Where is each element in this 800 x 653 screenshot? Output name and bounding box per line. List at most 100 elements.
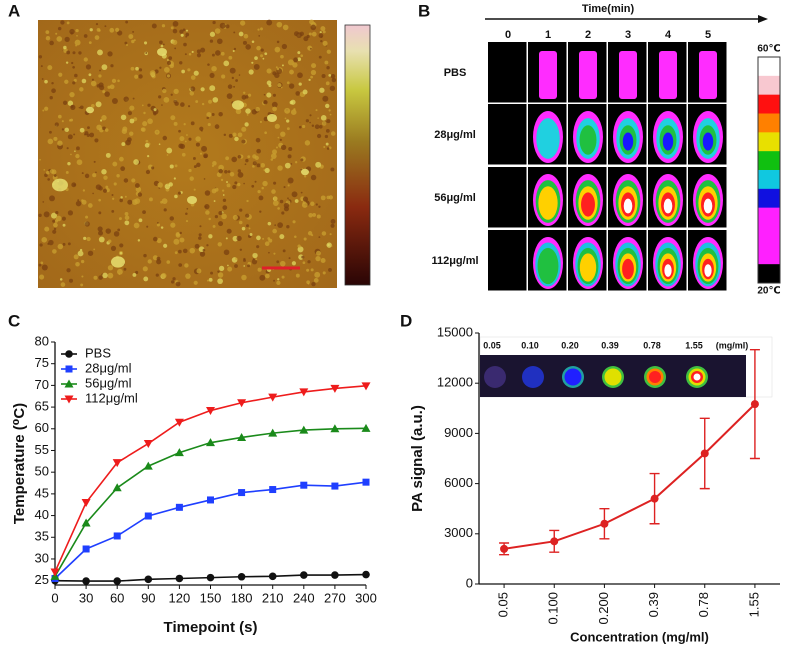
afm-grain [221,189,225,192]
afm-grain [233,47,237,51]
afm-grain [220,178,224,182]
afm-grain [104,91,110,97]
afm-grain [74,39,81,46]
afm-grain [44,173,48,178]
afm-grain [69,91,75,98]
marker [144,512,152,520]
afm-grain [298,125,302,129]
afm-particle [267,114,277,122]
afm-grain [128,34,134,40]
inset-label: (mg/ml) [716,340,749,350]
afm-grain [277,278,280,281]
afm-grain [189,247,196,254]
afm-grain [38,55,43,59]
afm-grain [142,210,146,215]
afm-particle [301,168,309,176]
afm-grain [267,221,272,226]
afm-grain [272,93,276,97]
afm-grain [51,88,56,94]
afm-grain [66,268,71,273]
afm-grain [241,94,247,100]
afm-grain [320,26,326,32]
afm-grain [88,41,92,45]
marker [81,518,91,527]
marker [331,571,339,579]
afm-grain [57,114,62,119]
afm-grain [205,210,210,215]
afm-grain [302,261,306,265]
afm-grain [209,31,216,37]
afm-grain [162,88,167,94]
afm-grain [274,123,280,129]
afm-grain [223,249,230,256]
y-tick-label: 6000 [444,475,473,490]
afm-grain [143,111,146,115]
afm-grain [331,77,337,83]
afm-grain [286,127,290,131]
afm-grain [160,272,167,279]
marker [113,577,121,585]
afm-grain [272,106,277,112]
afm-grain [185,212,188,215]
afm-grain [310,268,314,272]
afm-grain [277,136,280,139]
afm-grain [105,152,111,158]
x-tick-label: 180 [231,590,253,605]
afm-grain [190,86,196,92]
afm-grain [242,40,247,45]
afm-grain [163,208,167,212]
afm-grain [324,60,329,65]
afm-grain [208,99,213,104]
afm-grain [79,105,84,110]
afm-grain [223,133,227,137]
x-tick-label: 210 [262,590,284,605]
afm-grain [174,101,179,106]
afm-grain [234,264,238,268]
afm-grain [325,128,330,133]
afm-grain [264,167,270,174]
afm-grain [174,47,177,50]
afm-grain [149,197,153,202]
afm-grain [156,223,160,227]
afm-grain [97,226,103,232]
afm-grain [94,138,99,143]
afm-grain [217,272,224,278]
afm-grain [270,153,277,160]
inset-label: 0.05 [483,340,501,350]
thermal-blob [581,192,595,217]
afm-grain [218,111,223,117]
afm-grain [259,274,266,281]
afm-grain [207,63,210,66]
afm-grain [193,157,196,160]
afm-grain [179,231,182,235]
afm-grain [219,22,226,29]
afm-grain [66,21,70,25]
afm-grain [264,131,267,135]
afm-grain [203,153,209,159]
afm-grain [217,278,223,285]
afm-grain [95,184,102,190]
afm-grain [62,223,66,227]
marker [50,568,60,577]
afm-grain [57,26,62,31]
afm-grain [229,172,235,177]
afm-grain [252,165,255,168]
afm-grain [232,184,237,190]
thermal-cell [488,104,527,165]
afm-grain [288,257,291,260]
legend-marker [64,395,74,404]
afm-grain [40,65,43,68]
afm-grain [118,217,122,221]
afm-grain [330,131,336,136]
afm-grain [87,126,90,130]
afm-grain [326,119,331,124]
afm-grain [284,117,287,120]
afm-grain [308,213,313,218]
afm-grain [57,140,63,146]
marker [206,573,215,582]
afm-grain [199,225,202,228]
afm-grain [123,96,129,102]
afm-grain [53,136,58,141]
afm-grain [40,261,44,265]
